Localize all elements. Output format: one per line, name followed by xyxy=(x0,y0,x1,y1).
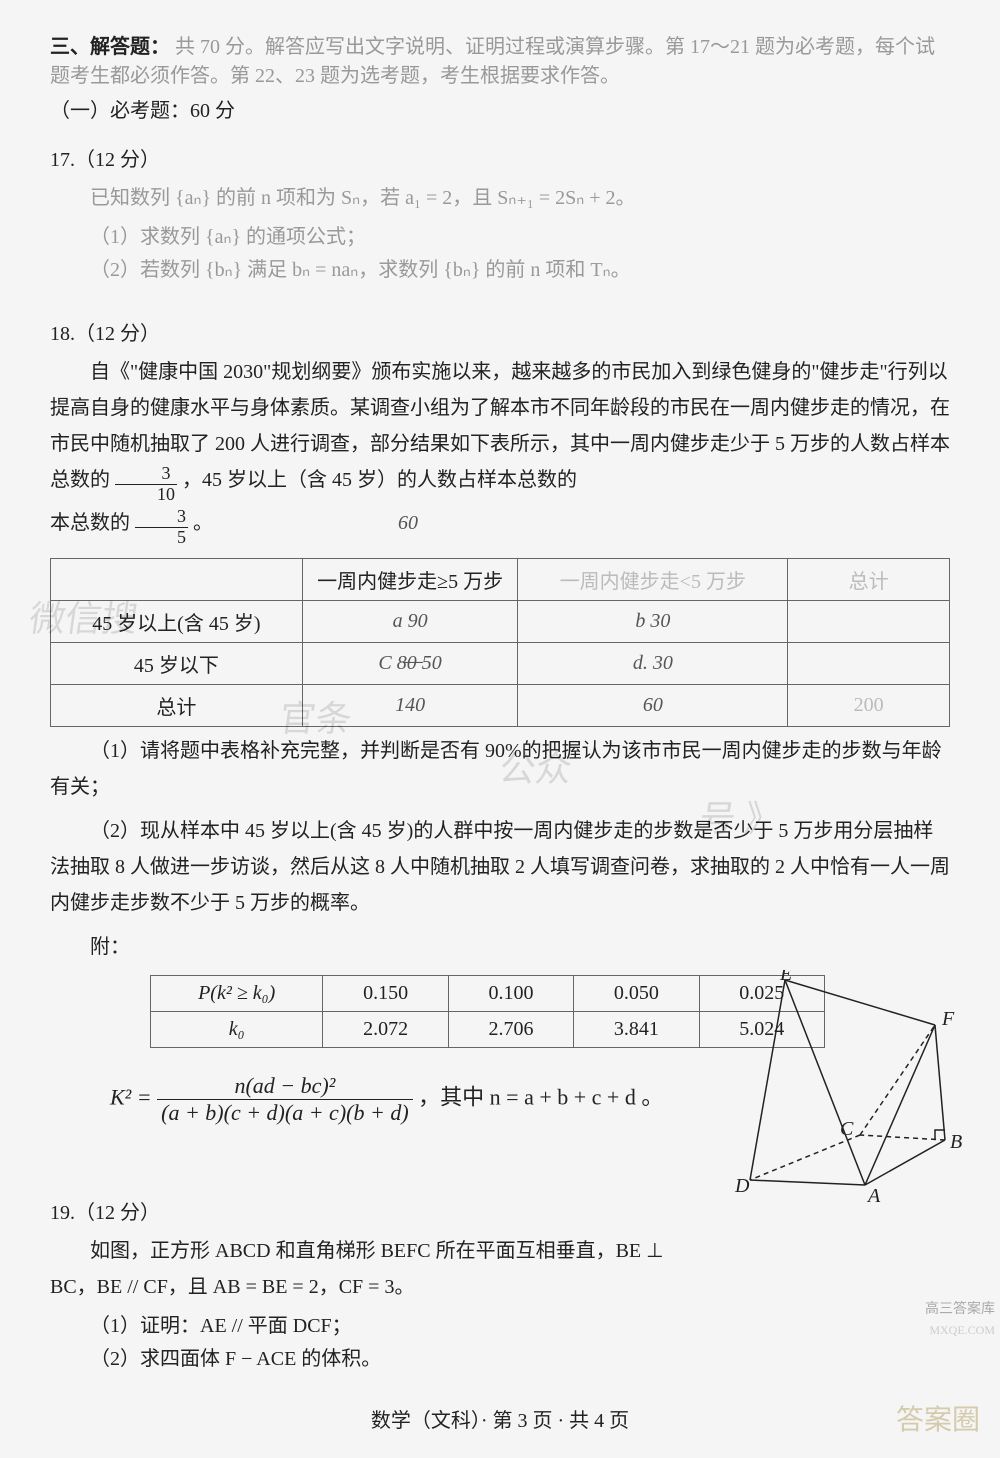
q19-sub1: （1）证明：AE // 平面 DCF； xyxy=(50,1309,950,1338)
q18-frac2: 3 5 xyxy=(135,507,188,548)
q18-text-end: 。 xyxy=(193,512,213,534)
r1c4 xyxy=(788,600,950,642)
label-D: D xyxy=(734,1175,750,1197)
r3c3: 60 xyxy=(518,684,788,726)
q17-line1: 已知数列 {aₙ} 的前 n 项和为 Sₙ，若 a₁ = 2，且 Sₙ₊₁ = … xyxy=(50,180,950,216)
subsection-label: （一）必考题：60 分 xyxy=(50,100,235,122)
row2-label: 45 岁以下 xyxy=(51,642,303,684)
q17-number: 17.（12 分） xyxy=(50,143,950,172)
ref-p1: 0.150 xyxy=(323,975,448,1011)
frac1-den: 10 xyxy=(115,485,177,505)
r2c2: C 8̶0̶ 50 xyxy=(302,642,518,684)
th-total: 总计 xyxy=(788,558,950,600)
page-footer: 数学（文科）· 第 3 页 · 共 4 页 xyxy=(0,1404,1000,1433)
formula-den: (a + b)(c + d)(a + c)(b + d) xyxy=(157,1100,413,1126)
frac1-num: 3 xyxy=(115,464,177,485)
q18-text-mid: ，45 岁以上（含 45 岁）的人数占样本总数的 xyxy=(182,469,577,491)
ref-k2: 2.706 xyxy=(448,1011,573,1047)
th-blank xyxy=(51,558,303,600)
q18-sub1: （1）请将题中表格补充完整，并判断是否有 90%的把握认为该市市民一周内健步走的… xyxy=(50,733,950,805)
q18-table: 一周内健步走≥5 万步 一周内健步走<5 万步 总计 45 岁以上(含 45 岁… xyxy=(50,558,950,727)
q17-sub1: （1）求数列 {aₙ} 的通项公式； xyxy=(50,220,950,249)
r3c4: 200 xyxy=(788,684,950,726)
label-C: C xyxy=(840,1118,854,1140)
q18-number: 18.（12 分） xyxy=(50,317,950,346)
q18-body: 自《"健康中国 2030"规划纲要》颁布实施以来，越来越多的市民加入到绿色健身的… xyxy=(50,354,950,548)
r1c3: b 30 xyxy=(518,600,788,642)
q18-frac1: 3 10 xyxy=(115,464,177,505)
section-3-label: 三、解答题： xyxy=(50,36,170,58)
label-E: E xyxy=(779,970,792,985)
q19-sub2: （2）求四面体 F − ACE 的体积。 xyxy=(50,1342,950,1371)
table-row: 45 岁以上(含 45 岁) a 90 b 30 xyxy=(51,600,950,642)
ref-h: P(k² ≥ k₀) xyxy=(151,975,323,1011)
q19-figure: E F D A B C xyxy=(710,970,970,1210)
r2c4 xyxy=(788,642,950,684)
side-label2: MXQE.COM xyxy=(929,1323,995,1338)
ref-k: k₀ xyxy=(151,1011,323,1047)
label-B: B xyxy=(950,1131,962,1153)
formula-where: ，其中 n = a + b + c + d 。 xyxy=(418,1084,663,1109)
section-3-desc: 共 70 分。解答应写出文字说明、证明过程或演算步骤。第 17～21 题为必考题… xyxy=(50,36,935,87)
ref-k1: 2.072 xyxy=(323,1011,448,1047)
table-row: 一周内健步走≥5 万步 一周内健步走<5 万步 总计 xyxy=(51,558,950,600)
q17-sub2: （2）若数列 {bₙ} 满足 bₙ = naₙ，求数列 {bₙ} 的前 n 项和… xyxy=(50,253,950,282)
row1-label: 45 岁以上(含 45 岁) xyxy=(51,600,303,642)
r1c2: a 90 xyxy=(302,600,518,642)
formula-frac: n(ad − bc)² (a + b)(c + d)(a + c)(b + d) xyxy=(157,1073,413,1126)
ref-p3: 0.050 xyxy=(574,975,699,1011)
frac2-den: 5 xyxy=(135,528,188,548)
subsection-header: （一）必考题：60 分 xyxy=(50,94,950,123)
r3c2: 140 xyxy=(302,684,518,726)
frac2-num: 3 xyxy=(135,507,188,528)
q19-line1: 如图，正方形 ABCD 和直角梯形 BEFC 所在平面互相垂直，BE ⊥ BC，… xyxy=(50,1233,690,1305)
q18-attach: 附： xyxy=(50,929,950,965)
table-row: 总计 140 60 200 xyxy=(51,684,950,726)
ref-p2: 0.100 xyxy=(448,975,573,1011)
label-A: A xyxy=(866,1185,881,1207)
formula-lhs: K² = xyxy=(110,1084,152,1109)
row3-label: 总计 xyxy=(51,684,303,726)
th-ge5: 一周内健步走≥5 万步 xyxy=(302,558,518,600)
r2c3: d. 30 xyxy=(518,642,788,684)
table-row: 45 岁以下 C 8̶0̶ 50 d. 30 xyxy=(51,642,950,684)
th-lt5: 一周内健步走<5 万步 xyxy=(518,558,788,600)
ref-k3: 3.841 xyxy=(574,1011,699,1047)
q18-sub2: （2）现从样本中 45 岁以上(含 45 岁)的人群中按一周内健步走的步数是否少… xyxy=(50,813,950,921)
side-label: 高三答案库 xyxy=(925,1298,995,1318)
section-3-header: 三、解答题： 共 70 分。解答应写出文字说明、证明过程或演算步骤。第 17～2… xyxy=(50,30,950,88)
label-F: F xyxy=(941,1008,955,1030)
q18-handwritten-60: 60 xyxy=(398,512,418,534)
formula-num: n(ad − bc)² xyxy=(157,1073,413,1100)
